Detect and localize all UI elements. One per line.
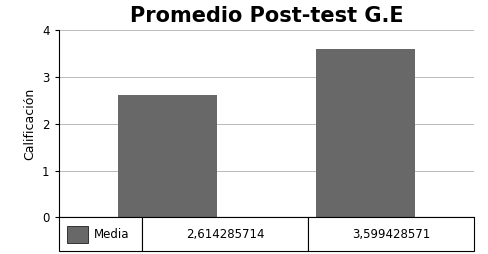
Bar bbox=[67, 226, 88, 243]
Title: Promedio Post-test G.E: Promedio Post-test G.E bbox=[129, 6, 403, 26]
Text: Media: Media bbox=[94, 228, 129, 241]
Bar bbox=[315, 49, 414, 217]
Bar bbox=[118, 95, 217, 217]
Y-axis label: Calificación: Calificación bbox=[23, 88, 37, 160]
